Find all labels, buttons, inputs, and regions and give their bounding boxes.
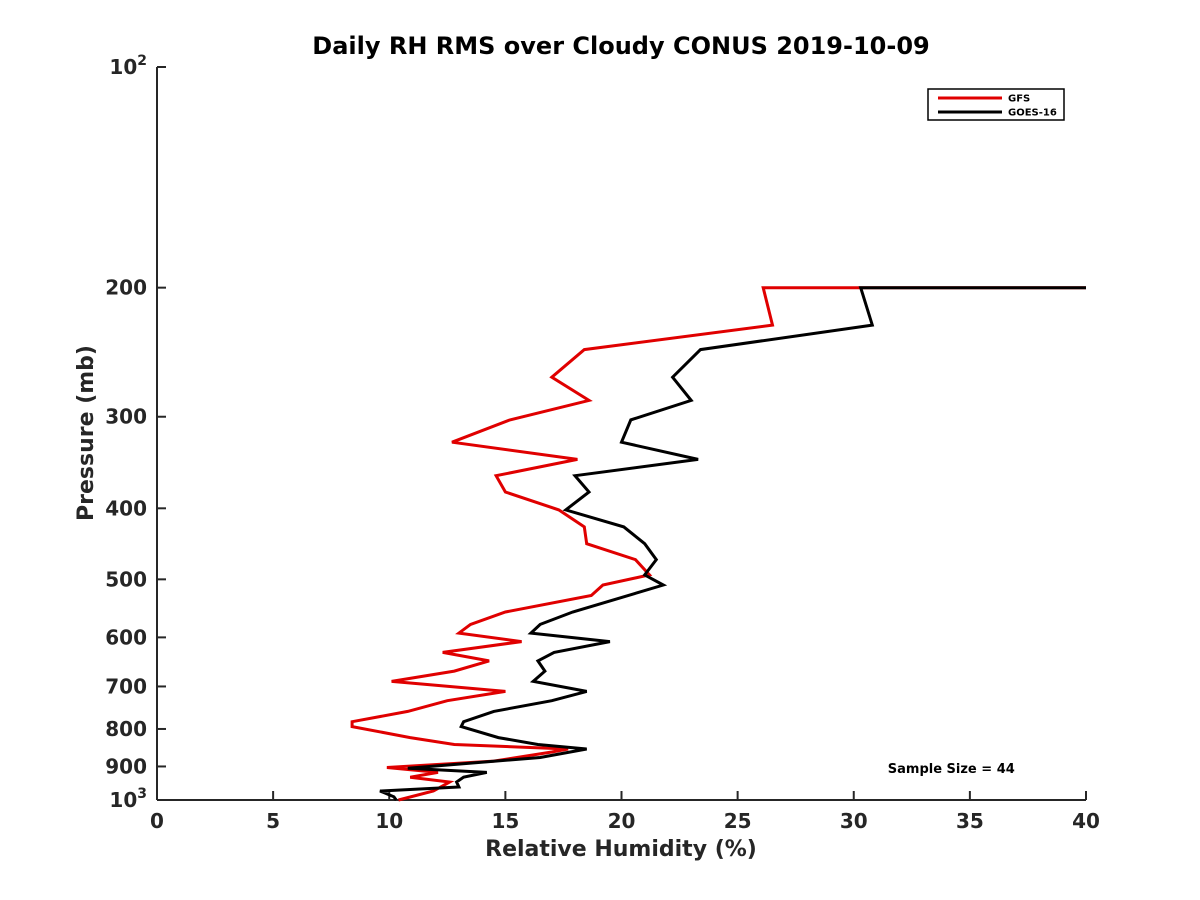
legend-label-goes-16: GOES-16 <box>1008 108 1057 119</box>
x-tick-label: 30 <box>840 809 868 833</box>
chart-title: Daily RH RMS over Cloudy CONUS 2019-10-0… <box>312 32 929 60</box>
series-layer <box>350 286 1086 802</box>
y-tick-label: 300 <box>105 405 147 429</box>
legend-box <box>927 88 1065 121</box>
y-tick-label: 700 <box>105 674 147 698</box>
y-tick-label: 200 <box>105 276 147 300</box>
sample-size-annotation: Sample Size = 44 <box>888 762 1015 777</box>
legend-label-gfs: GFS <box>1008 94 1030 105</box>
y-tick-label: 900 <box>105 754 147 778</box>
y-axis-label: Pressure (mb) <box>74 345 99 521</box>
y-tick-label: 103 <box>109 786 147 812</box>
x-tick-label: 25 <box>724 809 752 833</box>
x-axis-label: Relative Humidity (%) <box>485 837 757 862</box>
x-tick-label: 35 <box>956 809 984 833</box>
x-axis: 0 5 10 15 20 25 30 35 40 <box>150 791 1100 833</box>
x-tick-label: 15 <box>491 809 519 833</box>
y-axis: 102 200 300 400 500 600 700 800 900 103 <box>105 53 166 812</box>
x-tick-label: 20 <box>608 809 636 833</box>
legend: GFS GOES-16 <box>927 88 1065 121</box>
x-tick-label: 40 <box>1072 809 1100 833</box>
x-tick-label: 10 <box>375 809 403 833</box>
y-tick-label: 102 <box>109 53 147 79</box>
x-tick-label: 5 <box>266 809 280 833</box>
y-tick-label: 400 <box>105 496 147 520</box>
series-line-goes-16 <box>379 286 1086 801</box>
x-tick-label: 0 <box>150 809 164 833</box>
y-tick-label: 800 <box>105 717 147 741</box>
y-tick-label: 600 <box>105 625 147 649</box>
series-line-gfs <box>350 286 1086 802</box>
y-tick-label: 500 <box>105 567 147 591</box>
